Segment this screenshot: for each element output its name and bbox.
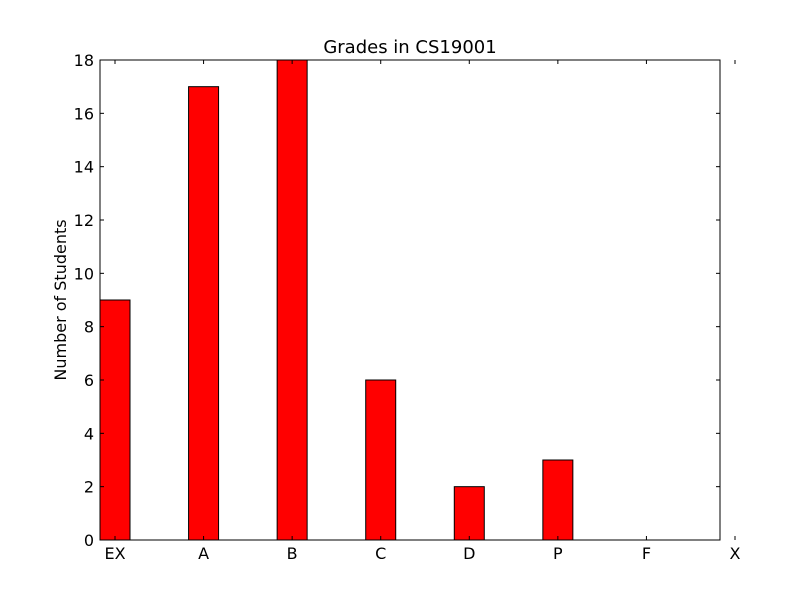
y-axis-ticks: 0 2 4 6 8 10 12 14 16 18 xyxy=(74,51,720,550)
x-tick-label-p: P xyxy=(553,544,563,563)
x-tick-label-a: A xyxy=(198,544,209,563)
y-tick-label: 14 xyxy=(74,158,94,177)
x-tick-label-x: X xyxy=(730,544,741,563)
y-tick-label: 6 xyxy=(84,371,94,390)
bar-c xyxy=(365,379,397,541)
y-tick-label: 18 xyxy=(74,51,94,70)
chart-title: Grades in CS19001 xyxy=(323,37,496,58)
y-tick-label: 2 xyxy=(84,478,94,497)
y-tick-label: 10 xyxy=(74,264,94,283)
bar-b xyxy=(276,59,308,541)
bar-ex xyxy=(99,299,131,541)
x-tick-label-b: B xyxy=(287,544,298,563)
x-tick-label-d: D xyxy=(463,544,475,563)
x-tick-label-ex: EX xyxy=(104,544,125,563)
x-axis-ticks: EX A B C D P F X xyxy=(104,60,741,563)
x-tick-label-f: F xyxy=(642,544,651,563)
y-axis-title: Number of Students xyxy=(51,219,70,380)
y-tick-label: 16 xyxy=(74,104,94,123)
y-tick-label: 4 xyxy=(84,424,94,443)
bar-p xyxy=(542,459,574,541)
y-tick-label: 8 xyxy=(84,318,94,337)
bar-group xyxy=(99,59,574,541)
x-tick-label-c: C xyxy=(375,544,386,563)
bar-a xyxy=(188,86,220,541)
y-tick-label: 0 xyxy=(84,531,94,550)
bar-d xyxy=(453,486,485,541)
y-tick-label: 12 xyxy=(74,211,94,230)
plot-frame xyxy=(99,59,721,541)
